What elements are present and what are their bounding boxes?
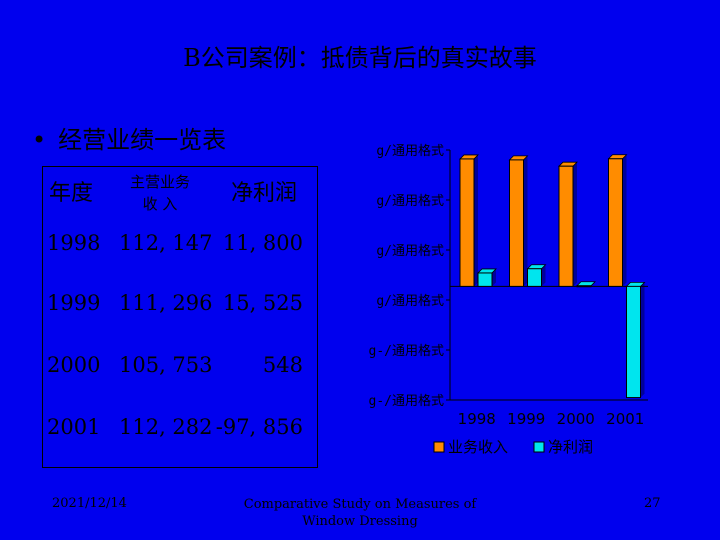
page-number: 27 xyxy=(644,496,661,511)
header-revenue-line2: 收 入 xyxy=(142,195,178,213)
row-profit: -97, 856 xyxy=(215,415,303,439)
bar-profit xyxy=(527,268,542,287)
row-profit: 548 xyxy=(262,353,303,377)
header-year: 年度 xyxy=(49,181,94,206)
revenue-profit-chart: g/通用格式 g/通用格式 g/通用格式 g/通用格式 g-/通用格式 g-/通用格式 19… xyxy=(336,138,656,478)
bar-side xyxy=(541,264,546,287)
bar-side xyxy=(622,154,627,287)
y-tick-label: g/通用格式 xyxy=(376,143,444,159)
row-profit: 11, 800 xyxy=(222,231,303,255)
footer-caption-line1: Comparative Study on Measures of xyxy=(243,497,477,512)
x-tick-label: 1998 xyxy=(458,410,496,428)
bar-side xyxy=(523,155,528,287)
performance-table: 年度 主营业务 收 入 净利润 1998 112, 147 11, 800 19… xyxy=(42,166,318,468)
x-tick-label: 1999 xyxy=(507,410,545,428)
header-revenue-line1: 主营业务 xyxy=(129,173,190,191)
footer-date: 2021/12/14 xyxy=(52,496,127,511)
legend-swatch xyxy=(433,441,445,453)
x-tick-label: 2000 xyxy=(557,410,595,428)
legend-swatch xyxy=(533,441,545,453)
bar-side xyxy=(573,162,577,287)
header-revenue: 主营业务 收 入 xyxy=(115,171,205,215)
y-tick-label: g/通用格式 xyxy=(376,193,444,209)
bar-profit xyxy=(576,285,592,288)
bar-revenue xyxy=(509,159,524,287)
row-revenue: 111, 296 xyxy=(119,291,213,315)
bar-profit xyxy=(626,285,641,399)
header-profit: 净利润 xyxy=(231,181,298,206)
footer-caption-line2: Window Dressing xyxy=(302,514,418,529)
slide-title: B公司案例：抵债背后的真实故事 xyxy=(183,44,537,72)
legend-label: 净利润 xyxy=(548,438,593,456)
row-year: 1999 xyxy=(47,291,101,315)
bullet-item: • 经营业绩一览表 xyxy=(32,120,226,155)
y-tick-label: g-/通用格式 xyxy=(369,343,444,359)
bullet-dot-icon: • xyxy=(32,126,47,154)
legend-label: 业务收入 xyxy=(448,438,508,456)
bar-profit xyxy=(477,272,493,287)
y-tick-label: g/通用格式 xyxy=(376,243,444,259)
row-year: 1998 xyxy=(47,231,101,255)
bar-revenue xyxy=(608,158,623,287)
y-tick-label: g-/通用格式 xyxy=(369,393,444,409)
row-year: 2000 xyxy=(47,353,101,377)
bar-revenue xyxy=(558,165,574,287)
chart-svg: g/通用格式 g/通用格式 g/通用格式 g/通用格式 g-/通用格式 g-/通用格式 19… xyxy=(369,143,648,456)
row-revenue: 112, 147 xyxy=(119,231,213,255)
y-tick-label: g/通用格式 xyxy=(376,293,444,309)
row-revenue: 105, 753 xyxy=(119,353,213,377)
row-year: 2001 xyxy=(47,415,101,439)
bar-side xyxy=(640,282,645,398)
row-revenue: 112, 282 xyxy=(119,415,213,439)
x-tick-label: 2001 xyxy=(606,410,644,428)
bar-side xyxy=(492,268,496,287)
footer-caption: Comparative Study on Measures of Window … xyxy=(230,496,490,530)
row-profit: 15, 525 xyxy=(222,291,303,315)
bar-revenue xyxy=(459,158,475,287)
bullet-text: 经营业绩一览表 xyxy=(58,126,227,154)
bar-side xyxy=(474,154,478,287)
